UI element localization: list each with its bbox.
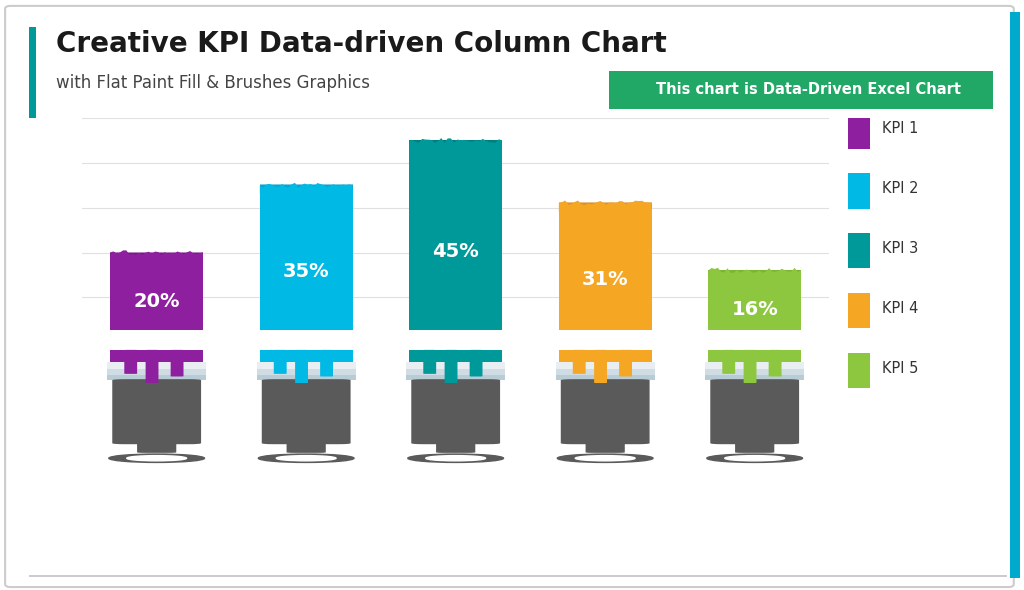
FancyBboxPatch shape — [111, 350, 203, 362]
FancyBboxPatch shape — [769, 350, 781, 376]
FancyBboxPatch shape — [556, 375, 654, 380]
Polygon shape — [25, 95, 41, 118]
Text: 45%: 45% — [432, 242, 479, 261]
Polygon shape — [559, 201, 651, 212]
FancyBboxPatch shape — [620, 350, 632, 376]
FancyBboxPatch shape — [848, 353, 870, 388]
FancyBboxPatch shape — [444, 350, 458, 383]
FancyBboxPatch shape — [407, 362, 505, 369]
FancyBboxPatch shape — [137, 442, 176, 453]
Circle shape — [109, 454, 205, 463]
FancyBboxPatch shape — [412, 379, 500, 444]
FancyBboxPatch shape — [711, 379, 799, 444]
Circle shape — [408, 454, 504, 463]
FancyBboxPatch shape — [470, 350, 482, 376]
Circle shape — [575, 455, 635, 461]
FancyBboxPatch shape — [586, 442, 625, 453]
Text: KPI 4: KPI 4 — [882, 301, 919, 316]
FancyBboxPatch shape — [410, 350, 502, 362]
FancyBboxPatch shape — [561, 379, 649, 444]
Polygon shape — [709, 268, 801, 280]
FancyBboxPatch shape — [609, 71, 993, 109]
FancyBboxPatch shape — [848, 113, 870, 149]
FancyBboxPatch shape — [556, 369, 654, 375]
FancyBboxPatch shape — [108, 375, 206, 380]
Text: This chart is Data-Driven Excel Chart: This chart is Data-Driven Excel Chart — [656, 81, 962, 97]
FancyBboxPatch shape — [111, 253, 203, 342]
FancyBboxPatch shape — [410, 140, 502, 342]
FancyBboxPatch shape — [257, 375, 355, 380]
Polygon shape — [111, 250, 203, 261]
FancyBboxPatch shape — [706, 369, 804, 375]
FancyBboxPatch shape — [706, 375, 804, 380]
FancyBboxPatch shape — [108, 369, 206, 375]
FancyBboxPatch shape — [706, 362, 804, 369]
FancyBboxPatch shape — [257, 369, 355, 375]
FancyBboxPatch shape — [594, 350, 607, 383]
FancyBboxPatch shape — [295, 350, 308, 383]
FancyBboxPatch shape — [423, 350, 436, 374]
FancyBboxPatch shape — [848, 233, 870, 268]
Text: KPI 2: KPI 2 — [882, 181, 919, 196]
Text: with Flat Paint Fill & Brushes Graphics: with Flat Paint Fill & Brushes Graphics — [56, 74, 371, 92]
Circle shape — [725, 455, 784, 461]
Circle shape — [557, 454, 653, 463]
FancyBboxPatch shape — [743, 350, 757, 383]
FancyBboxPatch shape — [722, 350, 735, 374]
Text: 35%: 35% — [283, 262, 330, 281]
Text: KPI 3: KPI 3 — [882, 241, 919, 256]
FancyBboxPatch shape — [407, 375, 505, 380]
FancyBboxPatch shape — [124, 350, 137, 374]
FancyBboxPatch shape — [260, 185, 352, 342]
Circle shape — [276, 455, 336, 461]
FancyBboxPatch shape — [287, 442, 326, 453]
FancyBboxPatch shape — [572, 350, 586, 374]
Circle shape — [258, 454, 354, 463]
FancyBboxPatch shape — [108, 362, 206, 369]
FancyBboxPatch shape — [709, 350, 801, 362]
Text: KPI 1: KPI 1 — [882, 121, 919, 136]
Circle shape — [426, 455, 485, 461]
FancyBboxPatch shape — [260, 184, 352, 190]
FancyBboxPatch shape — [848, 173, 870, 208]
FancyBboxPatch shape — [559, 203, 651, 342]
FancyBboxPatch shape — [257, 362, 355, 369]
FancyBboxPatch shape — [145, 350, 159, 383]
Polygon shape — [260, 183, 352, 194]
FancyBboxPatch shape — [848, 293, 870, 328]
Text: 31%: 31% — [582, 270, 629, 289]
Text: KPI 5: KPI 5 — [882, 360, 919, 376]
FancyBboxPatch shape — [321, 350, 333, 376]
FancyBboxPatch shape — [171, 350, 183, 376]
FancyBboxPatch shape — [273, 350, 287, 374]
Text: Creative KPI Data-driven Column Chart: Creative KPI Data-driven Column Chart — [56, 30, 667, 57]
FancyBboxPatch shape — [735, 442, 774, 453]
Polygon shape — [586, 71, 609, 109]
FancyBboxPatch shape — [559, 202, 651, 208]
FancyBboxPatch shape — [407, 369, 505, 375]
FancyBboxPatch shape — [436, 442, 475, 453]
FancyBboxPatch shape — [111, 251, 203, 257]
Circle shape — [127, 455, 186, 461]
FancyBboxPatch shape — [556, 362, 654, 369]
FancyBboxPatch shape — [113, 379, 201, 444]
Text: 20%: 20% — [133, 292, 180, 312]
FancyBboxPatch shape — [262, 379, 350, 444]
FancyBboxPatch shape — [260, 350, 352, 362]
FancyBboxPatch shape — [709, 270, 801, 275]
FancyBboxPatch shape — [410, 139, 502, 145]
Text: 16%: 16% — [731, 300, 778, 319]
Polygon shape — [410, 138, 502, 149]
Circle shape — [707, 454, 803, 463]
FancyBboxPatch shape — [559, 350, 651, 362]
FancyBboxPatch shape — [709, 270, 801, 342]
